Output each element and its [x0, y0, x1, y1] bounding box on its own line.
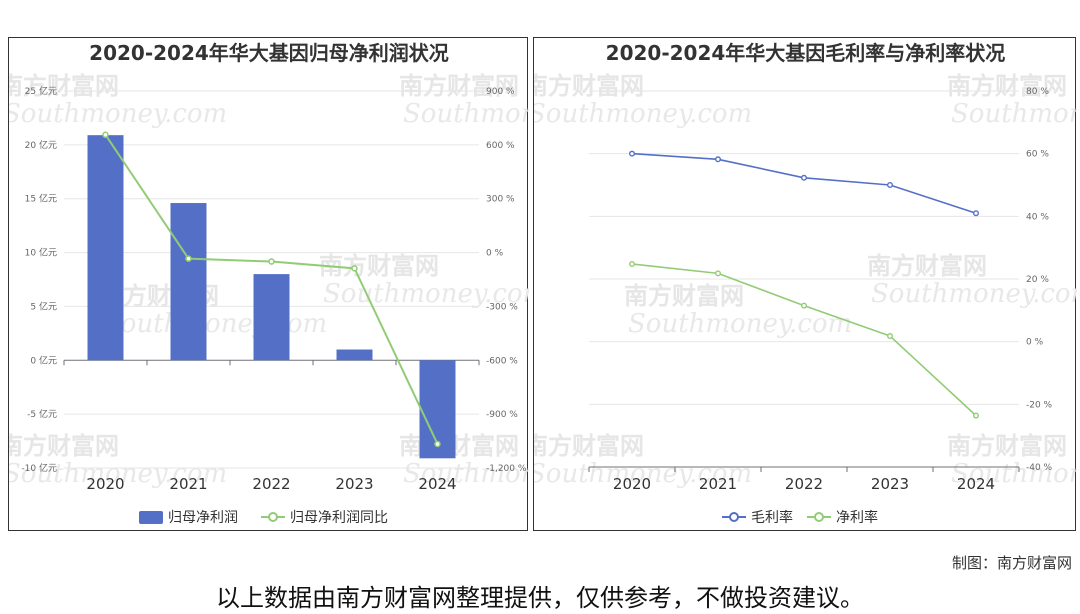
left-yoy-point-2024 [434, 440, 441, 448]
left-bar-2022 [253, 274, 290, 361]
watermark-en-3: Southmoney.com [871, 279, 1077, 309]
watermark-en-5: Southmoney.com [951, 459, 1077, 489]
right-series-1-point-2022 [801, 302, 808, 309]
chart-credit: 制图：南方财富网 [951, 554, 1072, 572]
left-bar-2023 [336, 349, 373, 361]
left-y-tick-label: 0 亿元 [30, 354, 57, 366]
right-y-tick-label: -40 % [1026, 463, 1053, 473]
watermark-cn-4: 南方财富网 [534, 432, 644, 460]
left-bar-2020 [87, 135, 124, 361]
watermark-cn-2: 南方财富网 [624, 282, 744, 310]
right-x-tick-label: 2022 [785, 475, 823, 493]
right-series-1-point-2023 [887, 333, 894, 340]
watermark-en-1: Southmoney.com [951, 99, 1077, 129]
watermark-cn-1: 南方财富网 [399, 72, 519, 100]
right-series-0-point-2020 [628, 150, 635, 157]
right-x-tick-label: 2021 [699, 475, 737, 493]
left-y-tick-label: 5 亿元 [30, 300, 57, 312]
right-y-tick-label: 20 % [1026, 275, 1049, 285]
right-series-1-point-2021 [714, 270, 721, 277]
left-x-tick-label: 2020 [86, 475, 124, 493]
watermark-cn-3: 南方财富网 [867, 252, 987, 280]
left-x-tick-label: 2023 [335, 475, 373, 493]
left-y2-tick-label: -1,200 % [486, 464, 527, 474]
left-y2-tick-label: 900 % [486, 87, 515, 97]
right-x-tick-label: 2023 [871, 475, 909, 493]
watermark-cn-3: 南方财富网 [319, 252, 439, 280]
right-legend-label-1: 净利率 [836, 509, 878, 526]
disclaimer-text: 以上数据由南方财富网整理提供，仅供参考，不做投资建议。 [216, 584, 864, 612]
watermark-en-2: Southmoney.com [628, 309, 852, 339]
left-y2-tick-label: -300 % [486, 302, 518, 312]
right-legend-marker-1 [814, 512, 824, 522]
left-chart-panel: 南方财富网Southmoney.com南方财富网Southmoney.com南方… [8, 37, 529, 531]
right-series-0-point-2024 [973, 210, 980, 217]
left-y-tick-label: 25 亿元 [25, 85, 57, 97]
left-chart-title: 2020-2024年华大基因归母净利润状况 [89, 41, 449, 65]
right-series-0-point-2022 [801, 174, 808, 181]
right-legend-label-0: 毛利率 [751, 509, 793, 526]
left-yoy-point-2023 [351, 265, 358, 272]
watermark-cn-1: 南方财富网 [947, 72, 1067, 100]
left-x-tick-label: 2022 [252, 475, 290, 493]
left-legend-bar-swatch [139, 511, 163, 524]
watermark-cn-0: 南方财富网 [9, 72, 119, 100]
left-bar-2021 [170, 203, 207, 361]
left-legend-line-label: 归母净利润同比 [290, 509, 388, 526]
watermark-en-0: Southmoney.com [9, 99, 227, 129]
right-x-tick-label: 2020 [613, 475, 651, 493]
watermark-cn-0: 南方财富网 [534, 72, 644, 100]
right-chart: 南方财富网Southmoney.com南方财富网Southmoney.com南方… [534, 41, 1077, 526]
right-legend-marker-0 [729, 512, 739, 522]
left-y-tick-label: -10 亿元 [21, 462, 57, 474]
watermark-cn-4: 南方财富网 [9, 432, 119, 460]
left-y-tick-label: 15 亿元 [25, 193, 57, 205]
watermark-en-2: Southmoney.com [103, 309, 327, 339]
left-y2-tick-label: 300 % [486, 195, 515, 205]
right-series-1-point-2024 [973, 412, 980, 419]
watermark-cn-5: 南方财富网 [947, 432, 1067, 460]
left-y2-tick-label: 600 % [486, 141, 515, 151]
left-legend-line-marker [268, 512, 278, 522]
left-y-tick-label: -5 亿元 [27, 408, 57, 420]
left-x-tick-label: 2024 [418, 475, 456, 493]
right-series-1-point-2020 [628, 260, 635, 267]
left-chart: 南方财富网Southmoney.com南方财富网Southmoney.com南方… [9, 41, 529, 526]
left-yoy-point-2022 [268, 258, 275, 265]
right-y-tick-label: 80 % [1026, 87, 1049, 97]
right-chart-panel: 南方财富网Southmoney.com南方财富网Southmoney.com南方… [533, 37, 1077, 531]
right-x-tick-label: 2024 [957, 475, 995, 493]
left-y-tick-label: 20 亿元 [25, 139, 57, 151]
right-series-line-0 [631, 152, 977, 214]
watermark-cn-5: 南方财富网 [399, 432, 519, 460]
watermark-en-1: Southmoney.com [403, 99, 529, 129]
watermark-en-5: Southmoney.com [403, 459, 529, 489]
watermark-en-3: Southmoney.com [323, 279, 529, 309]
right-y-tick-label: 60 % [1026, 150, 1049, 160]
left-yoy-point-2021 [185, 255, 192, 262]
watermark-en-4: Southmoney.com [9, 459, 227, 489]
right-y-tick-label: -20 % [1026, 400, 1053, 410]
left-y2-tick-label: 0 % [486, 249, 504, 259]
left-x-tick-label: 2021 [169, 475, 207, 493]
right-series-0-point-2023 [887, 181, 894, 188]
left-yoy-point-2020 [102, 131, 109, 139]
left-y-tick-label: 10 亿元 [25, 247, 57, 259]
left-y2-tick-label: -900 % [486, 410, 518, 420]
right-chart-title: 2020-2024年华大基因毛利率与净利率状况 [606, 41, 1006, 65]
watermark-en-4: Southmoney.com [534, 459, 752, 489]
left-y2-tick-label: -600 % [486, 356, 518, 366]
right-y-tick-label: 0 % [1026, 338, 1044, 348]
left-legend-bar-label: 归母净利润 [168, 509, 238, 526]
right-series-0-point-2021 [714, 156, 721, 163]
watermark-en-0: Southmoney.com [534, 99, 752, 129]
right-y-tick-label: 40 % [1026, 212, 1049, 222]
